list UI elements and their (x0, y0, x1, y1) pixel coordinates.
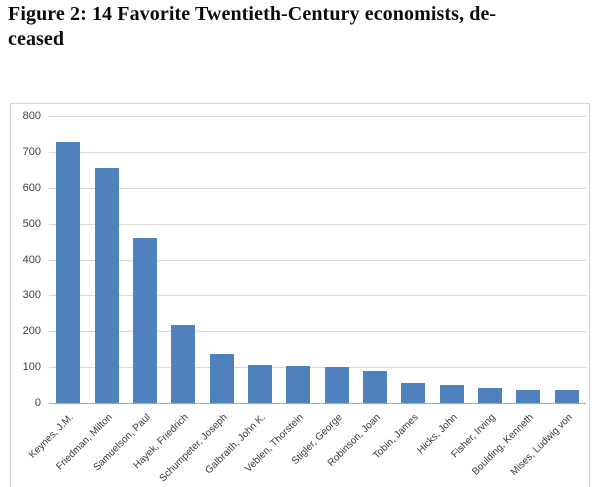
gridline (49, 367, 586, 369)
bar (247, 364, 272, 403)
bar (554, 390, 579, 403)
figure-title-line1: Figure 2: 14 Favorite Twentieth-Century … (8, 3, 497, 25)
bar-chart: 800 700 600 500 400 300 200 100 0 Keynes, J.M. Fri… (10, 103, 590, 487)
bar (401, 382, 426, 403)
bar (324, 366, 349, 403)
y-tick-label: 300 (22, 289, 41, 302)
y-tick-label: 0 (34, 397, 41, 409)
bar (209, 353, 234, 403)
gridline (49, 116, 586, 117)
bar (439, 385, 464, 403)
gridline (49, 295, 586, 297)
y-tick-label: 400 (22, 253, 41, 266)
y-tick-label: 200 (22, 325, 41, 338)
gridline (49, 331, 586, 333)
x-axis-line (49, 403, 586, 404)
y-tick-label: 600 (22, 181, 41, 194)
bar (56, 142, 81, 403)
figure-title: Figure 2: 14 Favorite Twentieth-Century … (8, 2, 592, 52)
gridline (49, 223, 586, 225)
bar (363, 371, 388, 403)
y-tick-label: 500 (22, 217, 41, 230)
bar (286, 365, 311, 403)
plot-area: 800 700 600 500 400 300 200 100 0 Keynes, J.M. Fri… (23, 111, 586, 484)
x-tick-label: Keynes, J.M. (27, 412, 76, 461)
figure-title-line2: ceased (8, 28, 65, 50)
gridline (49, 151, 586, 153)
gridline (49, 187, 586, 189)
y-tick-label: 800 (22, 110, 41, 122)
bar (132, 237, 157, 403)
y-tick-label: 700 (22, 145, 41, 158)
bar (516, 390, 541, 403)
bar (478, 388, 503, 403)
bar (171, 325, 196, 403)
y-tick-label: 100 (22, 361, 41, 374)
bar (94, 168, 119, 403)
gridline (49, 259, 586, 261)
